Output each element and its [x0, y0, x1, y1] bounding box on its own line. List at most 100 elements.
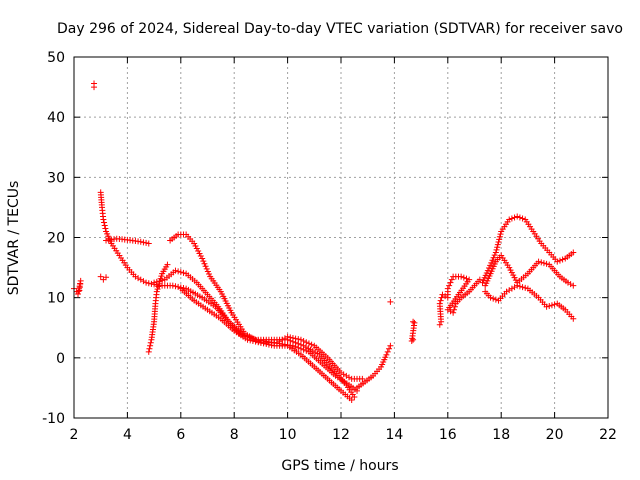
data-point — [444, 285, 451, 292]
data-point — [570, 282, 577, 289]
data-point — [543, 260, 550, 267]
series-isolated-14.7h — [408, 318, 418, 344]
data-point — [410, 318, 417, 325]
data-point — [446, 282, 453, 289]
series-pass-k-middle — [482, 252, 577, 289]
data-point — [496, 236, 503, 243]
x-tick-label: 12 — [332, 427, 350, 443]
data-point — [506, 287, 513, 294]
data-point — [489, 257, 496, 264]
chart-title: Day 296 of 2024, Sidereal Day-to-day VTE… — [57, 21, 623, 37]
data-point — [436, 300, 443, 307]
data-point — [447, 279, 454, 286]
data-point — [148, 280, 155, 287]
data-point — [172, 283, 179, 290]
data-point — [102, 225, 109, 232]
data-point — [76, 285, 83, 292]
data-point — [514, 213, 521, 220]
data-point — [487, 294, 494, 301]
data-point — [438, 294, 445, 301]
data-point — [384, 348, 391, 355]
x-tick-label: 10 — [279, 427, 297, 443]
data-point — [244, 336, 251, 343]
data-point — [460, 274, 467, 281]
data-point — [511, 214, 518, 221]
data-point — [140, 239, 147, 246]
data-point — [75, 291, 82, 298]
data-point — [490, 254, 497, 261]
data-point — [263, 340, 270, 347]
data-point — [137, 238, 144, 245]
data-point — [450, 309, 457, 316]
data-point — [508, 269, 515, 276]
data-point — [437, 297, 444, 304]
data-point — [247, 337, 254, 344]
data-point — [172, 267, 179, 274]
data-point — [506, 264, 513, 271]
data-point — [496, 233, 503, 240]
data-point — [351, 393, 358, 400]
data-point — [551, 301, 558, 308]
data-point — [490, 295, 497, 302]
data-point — [439, 291, 446, 298]
data-point — [451, 306, 458, 313]
data-point — [137, 276, 144, 283]
data-point — [158, 273, 165, 280]
data-point — [538, 259, 545, 266]
data-point — [451, 303, 458, 310]
grid — [74, 57, 608, 418]
series-early-start — [71, 277, 84, 298]
data-point — [145, 240, 152, 247]
data-point — [289, 338, 296, 345]
data-point — [305, 340, 312, 347]
data-point — [180, 269, 187, 276]
data-point — [151, 279, 158, 286]
x-tick-label: 2 — [70, 427, 79, 443]
data-point — [295, 340, 302, 347]
y-tick-label: 50 — [47, 50, 65, 66]
axis-ticks: 2 4 6 8 10 12 14 16 18 20 22 -10 0 10 20 30 40 50 — [42, 50, 617, 443]
data-point — [485, 265, 492, 272]
data-point — [284, 336, 291, 343]
data-point — [203, 265, 210, 272]
series-pass-j-upper — [479, 213, 577, 286]
data-point — [448, 276, 455, 283]
x-axis-label: GPS time / hours — [281, 458, 398, 474]
data-point — [514, 282, 521, 289]
data-point — [297, 341, 304, 348]
data-point — [497, 231, 504, 238]
data-point — [543, 303, 550, 310]
data-point — [175, 268, 182, 275]
series-pass-d-rising — [145, 261, 171, 355]
data-point — [508, 215, 515, 222]
data-point — [192, 243, 199, 250]
data-point — [193, 245, 200, 252]
data-point — [77, 280, 84, 287]
data-point — [164, 261, 171, 268]
data-point — [100, 216, 107, 223]
data-point — [508, 285, 515, 292]
data-point — [556, 257, 563, 264]
data-point — [516, 283, 523, 290]
data-point — [567, 281, 574, 288]
data-point — [287, 337, 294, 344]
data-point — [410, 336, 417, 343]
data-point — [488, 259, 495, 266]
series-pass-e-hump — [167, 231, 366, 382]
data-point — [570, 249, 577, 256]
data-point — [257, 339, 264, 346]
x-tick-label: 20 — [546, 427, 564, 443]
data-point — [147, 342, 154, 349]
data-point — [343, 372, 350, 379]
data-point — [169, 282, 176, 289]
series-isolated-14h — [387, 298, 394, 305]
series-pass-i-16h — [436, 273, 483, 328]
data-point — [202, 263, 209, 270]
data-point — [519, 215, 526, 222]
data-point — [101, 219, 108, 226]
series-pass-g-bottom — [177, 285, 355, 403]
data-point — [135, 275, 142, 282]
data-point — [386, 345, 393, 352]
data-point — [494, 244, 501, 251]
